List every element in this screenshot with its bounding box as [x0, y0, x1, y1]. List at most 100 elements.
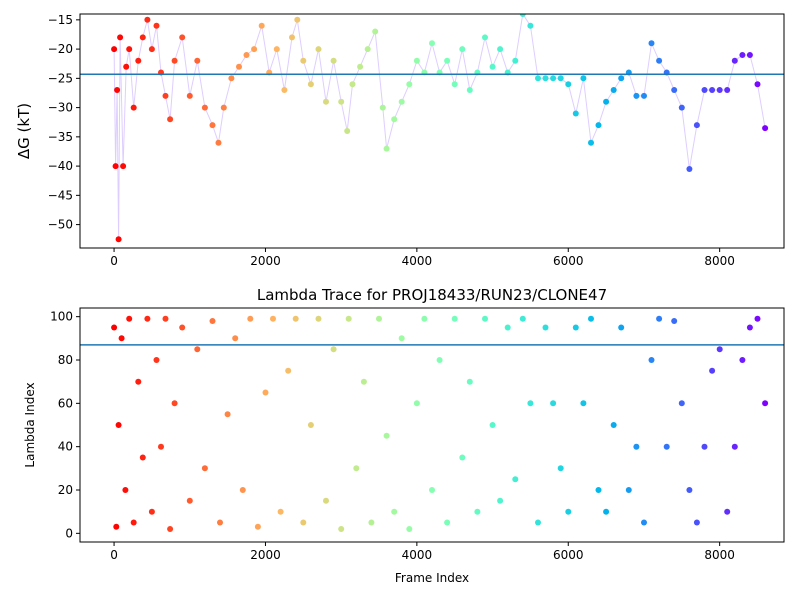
lambda-point	[436, 357, 443, 363]
delta-g-panel: 0 2000 4000 6000 8000 −50−45−40−35−30−25−20−…	[15, 13, 785, 268]
delta-g-point	[686, 166, 693, 172]
delta-g-point	[315, 46, 322, 53]
x-tick-label: 8000	[704, 254, 735, 268]
lambda-point	[686, 487, 693, 493]
lambda-point	[247, 315, 254, 322]
delta-g-point	[746, 52, 753, 58]
y-tick-label: −25	[48, 71, 73, 85]
delta-g-point	[171, 57, 178, 64]
lambda-point	[111, 324, 118, 331]
delta-g-point	[512, 57, 519, 64]
lambda-point	[194, 346, 201, 353]
lambda-point	[474, 508, 481, 515]
delta-g-points	[111, 14, 769, 243]
delta-g-point	[572, 110, 579, 117]
lambda-point	[360, 378, 367, 385]
delta-g-point	[754, 81, 761, 88]
delta-g-point	[595, 122, 602, 129]
lambda-y-label: Lambda Index	[23, 382, 37, 467]
delta-g-point	[126, 46, 133, 53]
delta-g-point	[144, 16, 151, 23]
lambda-point	[444, 519, 451, 526]
lambda-point	[201, 465, 208, 472]
lambda-point	[179, 324, 186, 331]
delta-g-point	[379, 104, 386, 111]
delta-g-point	[542, 75, 549, 82]
x-tick-label: 0	[110, 254, 118, 268]
lambda-point	[292, 315, 299, 322]
y-tick-label: 100	[50, 310, 73, 324]
lambda-point	[724, 508, 731, 515]
delta-g-point	[519, 14, 526, 17]
lambda-point	[368, 519, 375, 526]
lambda-point	[186, 497, 193, 504]
lambda-point	[353, 465, 360, 472]
lambda-point	[158, 443, 164, 450]
delta-g-point	[489, 63, 496, 70]
lambda-axes-frame	[79, 307, 785, 543]
delta-g-point	[466, 87, 473, 93]
lambda-point	[135, 378, 142, 385]
delta-g-point	[117, 34, 124, 41]
delta-g-point	[114, 87, 121, 93]
delta-g-point	[115, 236, 122, 243]
lambda-point	[542, 324, 549, 331]
delta-g-point	[120, 163, 127, 170]
delta-g-point	[701, 87, 708, 93]
lambda-point	[232, 335, 239, 342]
delta-g-y-label: ΔG (kT)	[15, 103, 33, 159]
lambda-point	[262, 389, 269, 396]
delta-g-point	[349, 81, 356, 88]
delta-g-point	[444, 57, 451, 64]
lambda-point	[504, 324, 511, 331]
x-tick-label: 6000	[553, 254, 584, 268]
lambda-point	[451, 315, 458, 322]
delta-g-point	[413, 57, 420, 64]
lambda-point	[633, 443, 640, 450]
y-tick-label: −15	[48, 13, 73, 27]
y-tick-label: 20	[58, 483, 73, 497]
delta-g-point	[323, 98, 329, 105]
y-tick-label: 40	[58, 440, 73, 454]
delta-g-point	[372, 28, 379, 35]
delta-g-point	[153, 22, 160, 29]
y-tick-label: 80	[58, 353, 73, 367]
delta-g-point	[201, 104, 208, 111]
lambda-point	[580, 400, 587, 407]
delta-g-point	[139, 34, 146, 41]
delta-g-point	[739, 52, 746, 58]
lambda-point	[693, 519, 700, 526]
delta-g-point	[588, 139, 594, 146]
lambda-point	[300, 519, 307, 526]
delta-g-point	[123, 63, 130, 70]
lambda-point	[323, 497, 329, 504]
lambda-point	[113, 523, 120, 530]
lambda-point	[413, 400, 420, 407]
lambda-point	[139, 454, 146, 461]
delta-g-point	[135, 57, 142, 64]
delta-g-point	[451, 81, 458, 88]
lambda-point	[512, 476, 519, 483]
delta-g-point	[648, 40, 655, 47]
delta-g-point	[148, 46, 155, 53]
delta-g-point	[236, 63, 242, 70]
lambda-point	[345, 315, 352, 322]
delta-g-point	[406, 81, 413, 88]
lambda-chart-title: Lambda Trace for PROJ18433/RUN23/CLONE47	[257, 286, 607, 304]
delta-g-point	[693, 122, 700, 129]
lambda-point	[527, 400, 534, 407]
delta-g-x-ticks: 0 2000 4000 6000 8000	[110, 248, 735, 268]
y-tick-label: −20	[48, 42, 73, 56]
delta-g-point	[724, 87, 731, 93]
delta-g-point	[762, 125, 769, 132]
x-tick-label: 4000	[402, 254, 433, 268]
delta-g-point	[194, 57, 201, 64]
lambda-point	[148, 508, 155, 515]
lambda-point	[656, 315, 663, 322]
lambda-point	[115, 422, 122, 428]
lambda-point	[330, 346, 337, 353]
lambda-point	[466, 378, 473, 385]
lambda-point	[701, 443, 708, 450]
lambda-point	[588, 315, 594, 322]
x-tick-label: 4000	[402, 548, 433, 562]
